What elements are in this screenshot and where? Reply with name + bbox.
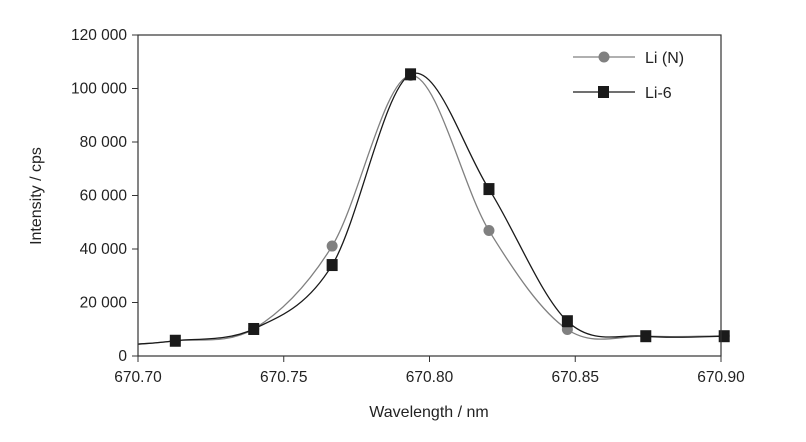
data-point-square (718, 330, 730, 343)
y-tick-label: 40 000 (80, 241, 128, 258)
series-line-1 (137, 72, 725, 345)
data-point-square (483, 183, 495, 196)
legend-item-li-n: Li (N) (573, 50, 684, 67)
data-point-square (561, 315, 573, 328)
data-point-square (326, 259, 338, 272)
y-tick-label: 80 000 (80, 134, 128, 151)
data-point-circle (483, 225, 495, 237)
data-point-circle (326, 240, 338, 252)
legend-marker-square (598, 86, 609, 98)
y-tick-label: 120 000 (71, 27, 127, 44)
legend: Li (N) Li-6 (573, 50, 684, 102)
series-line-0 (137, 74, 725, 345)
x-tick-label: 670.90 (697, 369, 745, 386)
legend-label-li-6: Li-6 (645, 85, 672, 102)
y-tick-label: 20 000 (80, 295, 128, 312)
data-point-square (169, 334, 181, 347)
data-point-square (248, 322, 260, 335)
y-tick-label: 0 (118, 348, 127, 365)
data-point-square (405, 68, 417, 81)
plot-frame (137, 34, 722, 357)
x-tick-label: 670.80 (406, 369, 454, 386)
series-layer (137, 68, 730, 347)
y-tick-label: 100 000 (71, 81, 127, 98)
ticks-layer: 670.70 670.75 670.80 670.85 670.90 0 20 000 40 … (71, 27, 745, 386)
y-axis-label: Intensity / cps (28, 147, 45, 245)
legend-item-li-6: Li-6 (573, 85, 672, 102)
data-point-square (640, 330, 652, 343)
x-tick-label: 670.70 (114, 369, 162, 386)
x-tick-label: 670.85 (552, 369, 599, 386)
x-axis-label: Wavelength / nm (369, 404, 488, 421)
legend-label-li-n: Li (N) (645, 50, 684, 67)
x-tick-label: 670.75 (260, 369, 307, 386)
legend-marker-circle (598, 51, 610, 63)
y-tick-label: 60 000 (80, 188, 128, 205)
